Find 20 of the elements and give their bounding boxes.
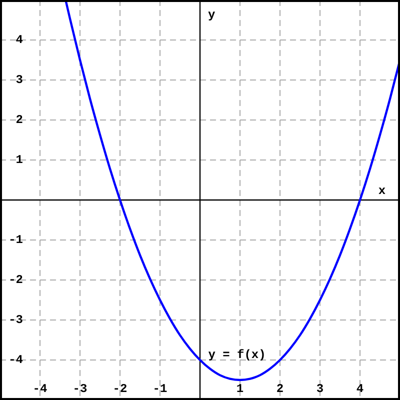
- y-tick-label: -2: [8, 273, 23, 287]
- y-tick-label: -4: [8, 353, 23, 367]
- x-tick-label: 4: [356, 382, 364, 396]
- y-tick-label: 2: [16, 113, 23, 127]
- x-tick-label: 3: [316, 382, 324, 396]
- y-tick-label: 3: [16, 73, 23, 87]
- x-tick-label: 2: [276, 382, 284, 396]
- y-tick-label: 4: [16, 33, 23, 47]
- y-tick-label: -1: [8, 233, 23, 247]
- x-tick-label: -1: [152, 382, 168, 396]
- x-tick-label: 1: [236, 382, 244, 396]
- y-tick-label: -3: [8, 313, 23, 327]
- line-series: [64, 0, 400, 382]
- y-tick-label: 1: [16, 153, 23, 167]
- x-axis-title: x: [378, 184, 386, 198]
- y-axis-title: y: [208, 8, 216, 22]
- annotation: y = f(x): [208, 348, 266, 362]
- x-tick-label: -3: [72, 382, 88, 396]
- x-tick-label: -2: [112, 382, 128, 396]
- x-tick-label: -4: [32, 382, 48, 396]
